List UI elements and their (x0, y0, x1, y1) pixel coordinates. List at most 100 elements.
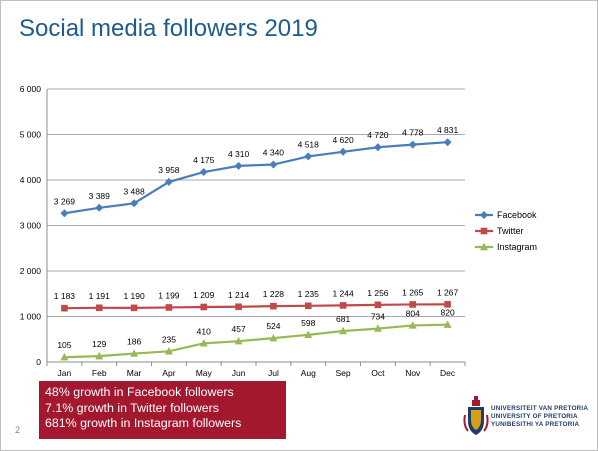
x-tick-label: Dec (440, 368, 456, 378)
legend-label-facebook: Facebook (497, 210, 537, 220)
instagram-data-point (339, 326, 348, 335)
twitter-data-point (304, 302, 312, 310)
university-name: UNIVERSITEIT VAN PRETORIA UNIVERSITY OF … (491, 405, 588, 429)
university-name-sepedi: YUNIBESITHI YA PRETORIA (491, 421, 580, 428)
twitter-data-point (130, 304, 138, 312)
facebook-data-point (269, 160, 278, 169)
y-tick-label: 6 000 (20, 84, 42, 94)
twitter-data-label: 1 256 (367, 288, 389, 298)
x-tick-label: Sep (336, 368, 351, 378)
twitter-data-point (165, 304, 173, 311)
facebook-data-label: 4 720 (367, 130, 389, 140)
instagram-data-label: 410 (197, 326, 211, 336)
instagram-data-label: 734 (371, 312, 385, 322)
twitter-data-label: 1 265 (402, 287, 424, 297)
twitter-data-label: 1 191 (89, 291, 111, 301)
twitter-data-label: 1 244 (332, 288, 354, 298)
twitter-data-point (270, 302, 277, 310)
facebook-data-label: 4 310 (228, 149, 250, 159)
legend-label-instagram: Instagram (497, 242, 537, 252)
x-tick-label: Jul (268, 368, 279, 378)
twitter-series-line (64, 303, 448, 310)
x-tick-label: Jan (58, 368, 72, 378)
facebook-data-label: 4 831 (437, 125, 459, 135)
instagram-data-label: 524 (266, 321, 280, 331)
facebook-data-point (164, 177, 173, 186)
facebook-data-point (60, 209, 69, 218)
instagram-data-label: 105 (57, 340, 71, 350)
twitter-data-point (235, 303, 242, 311)
facebook-data-label: 3 269 (54, 196, 76, 206)
instagram-data-label: 186 (127, 337, 141, 347)
facebook-data-point (373, 143, 382, 152)
twitter-data-label: 1 190 (123, 291, 145, 301)
twitter-data-label: 1 214 (228, 290, 250, 300)
instagram-data-point (130, 349, 139, 357)
legend-label-twitter: Twitter (497, 226, 524, 236)
instagram-data-point (408, 321, 417, 329)
instagram-data-label: 457 (231, 324, 245, 334)
twitter-data-point (444, 301, 451, 308)
university-name-afrikaans: UNIVERSITEIT VAN PRETORIA (491, 405, 589, 412)
y-tick-label: 0 (36, 357, 41, 367)
instagram-data-point (199, 339, 208, 347)
facebook-data-label: 3 389 (89, 191, 111, 201)
twitter-data-point (95, 304, 103, 312)
growth-callout: 48% growth in Facebook followers 7.1% gr… (39, 381, 286, 439)
legend-marker-instagram (480, 242, 488, 251)
twitter-data-label: 1 209 (193, 290, 215, 300)
twitter-data-point (200, 303, 208, 311)
x-tick-label: Apr (162, 368, 175, 378)
twitter-data-label: 1 183 (54, 291, 76, 301)
facebook-data-label: 4 518 (298, 139, 320, 149)
university-crest-icon (463, 396, 489, 435)
facebook-data-label: 3 488 (123, 186, 145, 196)
facebook-data-label: 4 340 (263, 148, 285, 158)
facebook-data-point (199, 168, 208, 177)
twitter-data-point (374, 301, 382, 309)
twitter-data-label: 1 228 (263, 289, 285, 299)
x-tick-label: Oct (371, 368, 385, 378)
instagram-data-point (373, 324, 382, 332)
instagram-data-point (269, 333, 278, 342)
x-tick-label: Aug (301, 368, 316, 378)
facebook-data-point (339, 147, 348, 156)
instagram-data-point (304, 330, 313, 338)
university-name-english: UNIVERSITY OF PRETORIA (491, 413, 578, 420)
instagram-series-line (64, 323, 448, 359)
facebook-data-label: 4 778 (402, 128, 424, 138)
y-tick-label: 3 000 (20, 221, 42, 231)
y-tick-label: 2 000 (20, 266, 42, 276)
twitter-data-label: 1 199 (158, 290, 180, 300)
page-number: 2 (15, 425, 21, 435)
university-logo: UNIVERSITEIT VAN PRETORIA UNIVERSITY OF … (463, 393, 591, 441)
legend-marker-twitter (480, 227, 488, 235)
x-tick-label: Feb (92, 368, 107, 378)
y-tick-label: 1 000 (20, 312, 42, 322)
x-tick-label: May (196, 368, 213, 378)
callout-line-instagram: 681% growth in Instagram followers (45, 416, 242, 430)
instagram-data-label: 235 (162, 334, 176, 344)
callout-line-twitter: 7.1% growth in Twitter followers (45, 400, 220, 415)
x-tick-label: Jun (232, 368, 246, 378)
facebook-data-point (130, 199, 139, 208)
callout-line-facebook: 48% growth in Facebook followers (45, 385, 234, 399)
instagram-data-point (234, 337, 243, 345)
instagram-data-point (443, 320, 452, 328)
slide-title: Social media followers 2019 (19, 15, 318, 42)
facebook-data-point (408, 140, 417, 149)
facebook-data-point (304, 152, 313, 161)
instagram-data-point (60, 353, 69, 361)
facebook-data-point (95, 203, 104, 212)
twitter-data-label: 1 267 (437, 287, 459, 297)
twitter-data-point (339, 302, 347, 309)
instagram-data-point (164, 347, 173, 355)
facebook-series-line (64, 141, 448, 215)
x-tick-label: Mar (127, 368, 142, 378)
twitter-data-label: 1 235 (298, 289, 320, 299)
instagram-data-label: 681 (336, 314, 350, 324)
instagram-data-label: 598 (301, 318, 315, 328)
facebook-data-label: 4 175 (193, 155, 215, 165)
y-tick-label: 4 000 (20, 175, 42, 185)
